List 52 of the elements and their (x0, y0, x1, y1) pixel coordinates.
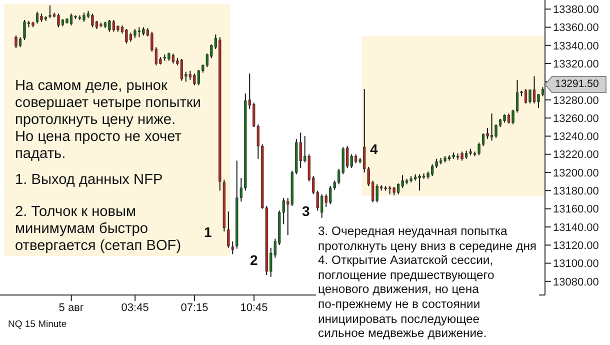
candlestick (14, 34, 18, 49)
text: NQ 15 Minute (8, 319, 67, 330)
candlestick (57, 13, 60, 28)
candlestick (36, 11, 39, 24)
candlestick (18, 36, 22, 48)
y-tick-label: 13120.00 (553, 240, 599, 252)
candlestick (494, 124, 498, 138)
y-tick-label: 13260.00 (553, 112, 599, 125)
candlestick (528, 89, 532, 104)
candlestick (82, 12, 86, 22)
y-tick-label: 13100.00 (553, 258, 599, 270)
candlestick (108, 19, 111, 32)
annotation: 2. Толчок к новым минимумам быстро отвергается (сетап BOF) (15, 204, 182, 255)
text: 13291.50 (555, 78, 599, 90)
y-tick-label: 13200.00 (553, 167, 599, 180)
y-tick-label: 13140.00 (553, 222, 599, 234)
candlestick (490, 112, 494, 142)
annotation: 3. Очередная неудачная попытка протолкнуть цену вниз в середине дня 4. Открытие Азиатской сессии, поглощение предшествующего ценового движения, но цена по-прежнему не в состоянии инициировать последующее сильное медвежье движение. (316, 222, 539, 343)
candlestick (231, 240, 234, 255)
candlestick (532, 76, 536, 104)
candlestick (524, 88, 528, 104)
candlestick (112, 19, 116, 32)
y-tick-label: 13080.00 (553, 276, 599, 288)
annotation: На самом деле, рынок совершает четыре попытки протолкнуть цену ниже. Но цена просто не хочет падать. (15, 78, 201, 163)
candlestick (418, 174, 421, 192)
annotation: 1. Выход данных NFP (15, 172, 163, 189)
y-tick-label: 13280.00 (553, 94, 599, 107)
annotation: 1 (204, 224, 212, 240)
y-tick-label: 13320.00 (553, 58, 599, 70)
candlestick (48, 4, 52, 19)
candlestick (227, 210, 230, 248)
candlestick (460, 151, 464, 162)
y-tick-label: 13160.00 (553, 204, 599, 216)
y-tick-label: 13340.00 (553, 40, 599, 52)
y-tick-label: 13180.00 (553, 186, 599, 198)
x-tick-label: 10:45 (240, 302, 268, 314)
annotation: 4 (370, 141, 378, 157)
x-tick-label: 07:15 (180, 302, 208, 314)
candlestick (507, 112, 510, 124)
y-tick-label: 13360.00 (553, 22, 599, 34)
x-tick-label: 03:45 (121, 302, 149, 314)
candlestick (23, 19, 26, 40)
annotation: 2 (250, 252, 258, 268)
x-tick-label: 5 авг (58, 302, 84, 314)
y-tick-label: 13380.00 (553, 4, 599, 16)
y-tick-label: 13240.00 (553, 131, 599, 144)
candlestick (125, 28, 128, 44)
y-tick-label: 13220.00 (553, 149, 599, 162)
candlestick (91, 13, 94, 28)
candlestick (70, 13, 73, 26)
annotation: 3 (302, 203, 310, 219)
candlestick (134, 28, 136, 39)
